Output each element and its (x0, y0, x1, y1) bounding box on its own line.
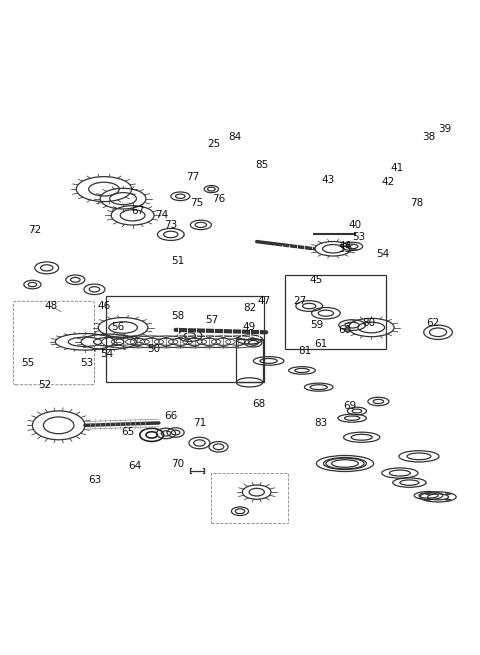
Text: 64: 64 (128, 461, 142, 471)
Ellipse shape (445, 499, 451, 500)
Bar (107, 297, 264, 383)
Text: 58: 58 (171, 310, 185, 320)
Ellipse shape (425, 493, 431, 495)
Text: 66: 66 (164, 411, 178, 421)
Text: 78: 78 (410, 198, 423, 208)
Text: 51: 51 (171, 255, 185, 266)
Text: 77: 77 (186, 172, 199, 182)
Ellipse shape (425, 499, 431, 500)
Text: 44: 44 (338, 242, 352, 252)
Text: 27: 27 (293, 296, 306, 307)
Text: 35: 35 (338, 244, 352, 253)
Text: 59: 59 (310, 320, 323, 330)
Text: 45: 45 (310, 275, 323, 285)
Text: 46: 46 (97, 301, 110, 311)
Text: 54: 54 (376, 248, 390, 259)
Text: 84: 84 (228, 132, 242, 141)
Text: 68: 68 (252, 399, 266, 409)
Bar (285, 275, 385, 349)
Text: 62: 62 (427, 318, 440, 328)
Text: 81: 81 (298, 346, 311, 356)
Text: 63: 63 (88, 476, 101, 485)
Text: 43: 43 (322, 175, 335, 185)
Text: 40: 40 (348, 220, 361, 230)
Text: 48: 48 (45, 301, 58, 311)
Text: 41: 41 (391, 162, 404, 173)
Text: 60: 60 (338, 325, 351, 335)
Text: 82: 82 (243, 303, 256, 313)
Text: 80: 80 (362, 318, 375, 328)
Text: 71: 71 (193, 418, 206, 428)
Text: 52: 52 (38, 380, 51, 390)
Text: 65: 65 (121, 428, 134, 438)
Text: 70: 70 (171, 458, 184, 468)
Text: 75: 75 (191, 198, 204, 208)
Text: 85: 85 (255, 160, 268, 170)
Text: 55: 55 (21, 358, 34, 368)
Text: 61: 61 (314, 339, 328, 349)
Text: 54: 54 (100, 348, 113, 359)
Text: 53: 53 (353, 232, 366, 242)
Text: 73: 73 (164, 220, 178, 230)
Text: 72: 72 (28, 225, 41, 234)
Text: 53: 53 (81, 358, 94, 368)
Text: 50: 50 (147, 344, 161, 354)
Text: 42: 42 (381, 177, 395, 187)
Text: 74: 74 (155, 210, 168, 220)
Text: 47: 47 (257, 296, 271, 307)
Text: 67: 67 (131, 206, 144, 215)
Ellipse shape (445, 493, 451, 495)
Bar (237, 339, 263, 383)
Text: 57: 57 (205, 315, 218, 326)
Text: 83: 83 (314, 418, 328, 428)
Text: 39: 39 (439, 124, 452, 134)
Text: 25: 25 (207, 139, 220, 149)
Text: 49: 49 (243, 322, 256, 333)
Text: 56: 56 (112, 322, 125, 333)
Text: 76: 76 (212, 194, 225, 204)
Text: 38: 38 (422, 132, 435, 141)
Text: 69: 69 (343, 402, 356, 411)
